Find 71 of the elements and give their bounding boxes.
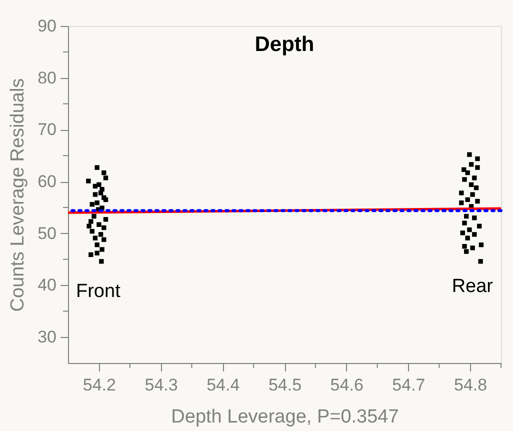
point	[475, 198, 480, 204]
point	[94, 242, 100, 248]
point	[103, 217, 108, 222]
point	[467, 152, 472, 157]
point	[478, 259, 483, 264]
point	[94, 200, 100, 206]
point	[86, 178, 91, 184]
point	[103, 176, 108, 180]
y-axis-title: Counts Leverage Residuals	[8, 78, 29, 312]
point	[103, 197, 108, 202]
point	[472, 215, 477, 220]
x-tick-label: 54.7	[392, 376, 426, 394]
point	[88, 219, 94, 224]
x-tick-label: 54.8	[454, 376, 488, 394]
x-tick-label: 54.5	[268, 376, 302, 394]
point	[92, 192, 98, 197]
y-tick-label: 30	[38, 328, 56, 347]
annotation: Front	[76, 281, 122, 302]
point	[462, 177, 467, 182]
point	[464, 214, 469, 219]
point	[474, 185, 479, 190]
point	[470, 246, 475, 250]
x-tick-label: 54.6	[330, 376, 364, 394]
point	[90, 202, 94, 207]
y-tick-label: 40	[38, 276, 56, 295]
point	[465, 236, 470, 240]
point	[90, 228, 94, 234]
point	[470, 192, 475, 197]
point	[94, 250, 100, 256]
point	[86, 224, 92, 228]
point	[462, 220, 467, 226]
point	[98, 232, 104, 237]
x-axis-title: Depth Leverage, P=0.3547	[171, 406, 399, 428]
point	[467, 227, 472, 232]
point	[462, 244, 467, 249]
point	[468, 182, 474, 187]
point	[472, 232, 477, 237]
point	[96, 222, 102, 227]
point	[460, 230, 465, 236]
chart-title: Depth	[254, 33, 314, 56]
x-tick-label: 54.3	[144, 376, 178, 394]
point	[477, 224, 482, 228]
point	[92, 236, 98, 240]
point	[464, 249, 469, 254]
point	[99, 259, 104, 264]
point	[459, 200, 464, 206]
x-tick-label: 54.2	[82, 376, 116, 394]
y-tick-label: 60	[38, 172, 56, 192]
point	[100, 247, 104, 252]
annotation: Rear	[452, 276, 494, 297]
point	[98, 190, 104, 196]
point	[468, 162, 474, 167]
point	[475, 156, 480, 162]
y-tick-label: 70	[38, 120, 56, 140]
point	[465, 170, 470, 176]
point	[92, 184, 98, 189]
point	[94, 165, 100, 170]
point	[475, 165, 480, 170]
point	[472, 176, 477, 180]
point	[92, 214, 96, 219]
point	[102, 237, 106, 242]
y-tick-label: 80	[38, 68, 56, 88]
x-tick-label: 54.4	[206, 376, 240, 394]
point	[102, 170, 106, 176]
point	[465, 197, 470, 202]
point	[88, 252, 94, 257]
point	[478, 242, 484, 248]
y-tick-label: 50	[38, 224, 56, 243]
point	[459, 190, 464, 196]
y-tick-label: 90	[38, 16, 56, 36]
point	[102, 225, 106, 230]
